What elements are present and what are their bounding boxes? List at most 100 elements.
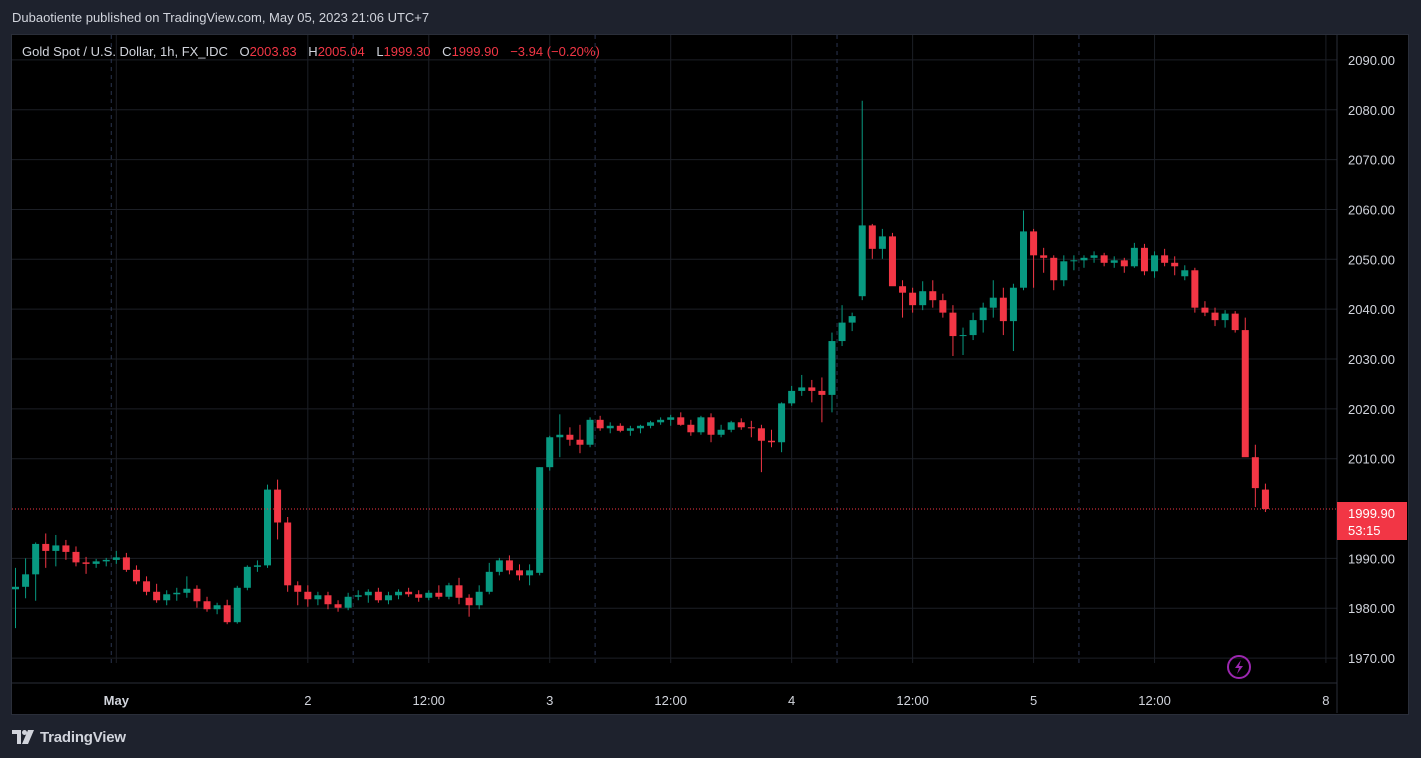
- x-tick-label: 5: [1030, 693, 1037, 708]
- candle: [909, 287, 917, 313]
- candle: [747, 420, 755, 438]
- candle-body: [1050, 257, 1058, 281]
- candle-body: [576, 439, 584, 445]
- candles-layer: [12, 100, 1269, 629]
- candle-body: [959, 335, 967, 337]
- candle: [1211, 307, 1219, 327]
- candle-body: [183, 588, 191, 593]
- y-tick-label: 2080.00: [1348, 103, 1395, 118]
- candle-body: [1211, 312, 1219, 321]
- price-label-value: 1999.90: [1348, 506, 1395, 521]
- candle: [727, 420, 735, 433]
- candle: [505, 555, 513, 575]
- candle-body: [475, 591, 483, 606]
- candle: [153, 583, 161, 603]
- candle-body: [1140, 247, 1148, 272]
- candle-body: [173, 592, 181, 595]
- candle-body: [395, 591, 403, 596]
- candle: [364, 589, 372, 603]
- candle: [143, 576, 151, 596]
- grid-layer: [12, 35, 1337, 663]
- candle: [82, 556, 90, 574]
- candle: [304, 585, 312, 607]
- candle: [122, 552, 130, 572]
- candle: [193, 585, 201, 608]
- candle: [22, 558, 30, 599]
- candle: [1191, 267, 1199, 313]
- candle: [989, 280, 997, 318]
- candle: [455, 577, 463, 605]
- candle: [808, 379, 816, 403]
- candle-body: [1191, 270, 1199, 308]
- candle: [1181, 265, 1189, 281]
- legend-high-value: 2005.04: [318, 44, 365, 59]
- candle: [102, 557, 110, 567]
- candle-body: [163, 594, 171, 601]
- candle: [1090, 251, 1098, 263]
- candle: [475, 585, 483, 610]
- candle: [163, 590, 171, 606]
- candle-body: [798, 387, 806, 391]
- y-tick-label: 2040.00: [1348, 302, 1395, 317]
- candle: [878, 228, 886, 259]
- price-label: 1999.90 53:15: [1337, 502, 1407, 540]
- candle-body: [284, 522, 292, 586]
- candle: [959, 327, 967, 356]
- candle: [1030, 228, 1038, 288]
- candle-body: [647, 422, 655, 426]
- candle-body: [1261, 489, 1269, 510]
- candle: [798, 374, 806, 396]
- x-tick-label: May: [104, 693, 130, 708]
- candle-body: [1201, 307, 1209, 313]
- candle: [465, 594, 473, 617]
- candle-body: [314, 595, 322, 600]
- candle-body: [374, 591, 382, 601]
- candle: [818, 377, 826, 423]
- chart-legend: Gold Spot / U.S. Dollar, 1h, FX_IDC O200…: [22, 44, 600, 59]
- candle-body: [697, 417, 705, 433]
- candlestick-chart[interactable]: 2090.00 2080.00 2070.00 2060.00 2050.00 2040.…: [12, 35, 1408, 714]
- candle-body: [717, 429, 725, 435]
- candle: [274, 479, 282, 540]
- candle: [868, 223, 876, 259]
- candle: [294, 581, 302, 606]
- candle: [112, 550, 120, 564]
- tradingview-logo[interactable]: TradingView: [12, 729, 126, 746]
- candle-body: [1171, 262, 1179, 267]
- candle: [949, 305, 957, 357]
- candle: [173, 587, 181, 601]
- chart-pane[interactable]: 2090.00 2080.00 2070.00 2060.00 2050.00 2040.…: [11, 34, 1409, 715]
- candle: [526, 564, 534, 586]
- candle-body: [1060, 261, 1068, 281]
- candle: [415, 590, 423, 602]
- lightning-icon[interactable]: [1227, 655, 1251, 679]
- y-tick-label: 2070.00: [1348, 153, 1395, 168]
- candle: [344, 592, 352, 611]
- candle: [1221, 310, 1229, 328]
- candle-body: [1161, 255, 1169, 263]
- candle-body: [768, 440, 775, 443]
- candle-body: [405, 591, 413, 595]
- candle-body: [1251, 457, 1259, 489]
- candle-body: [485, 571, 493, 592]
- y-tick-label: 2090.00: [1348, 53, 1395, 68]
- candle: [62, 539, 70, 560]
- candle-body: [737, 422, 745, 428]
- legend-low-value: 1999.30: [384, 44, 431, 59]
- candle: [1251, 444, 1259, 508]
- candle: [697, 415, 705, 435]
- candle: [899, 280, 907, 318]
- candle: [737, 418, 745, 430]
- candle: [485, 562, 493, 595]
- x-tick-label: 8: [1322, 693, 1329, 708]
- tradingview-brand: TradingView: [40, 728, 126, 746]
- candle: [1120, 257, 1128, 273]
- y-tick-label: 1970.00: [1348, 651, 1395, 666]
- candle: [183, 576, 191, 598]
- legend-low-label: L: [376, 44, 383, 59]
- candle-body: [294, 585, 302, 592]
- y-tick-label: 1980.00: [1348, 601, 1395, 616]
- y-tick-label: 2020.00: [1348, 402, 1395, 417]
- candle: [203, 596, 211, 612]
- legend-change: −3.94 (−0.20%): [510, 44, 600, 59]
